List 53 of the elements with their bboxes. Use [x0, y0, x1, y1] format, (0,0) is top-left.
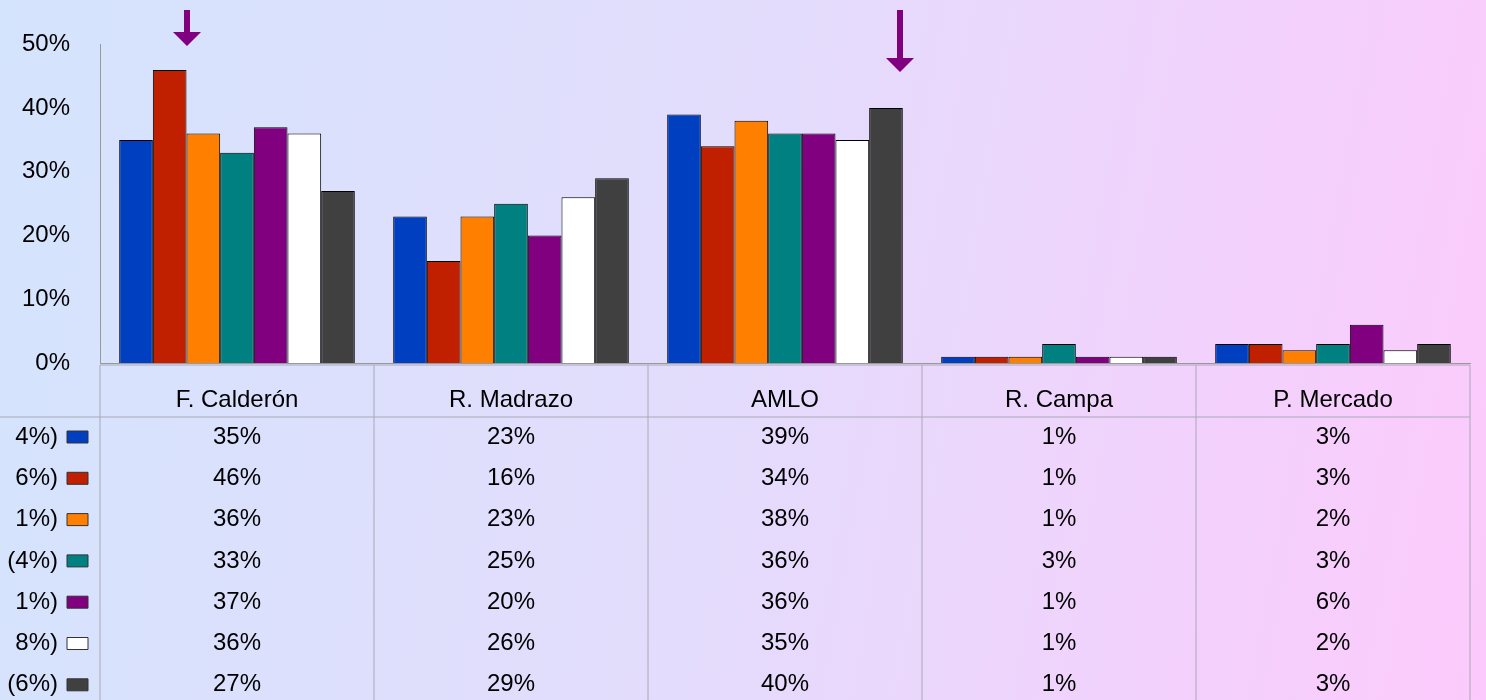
data-label: 35% [760, 628, 810, 656]
data-label: 3% [1315, 421, 1351, 449]
data-label: 16% [486, 462, 536, 490]
data-label: 3% [1315, 669, 1351, 697]
x-tick-label: R. Campa [1004, 384, 1114, 412]
data-label: 34% [760, 462, 810, 490]
data-label: 1% [1041, 669, 1077, 697]
data-label: 40% [760, 669, 810, 697]
legend-label: (4%) [7, 545, 58, 573]
data-label: 46% [212, 462, 262, 490]
y-tick-label: 30% [21, 156, 70, 184]
data-label: 27% [212, 669, 262, 697]
legend-label: 1%) [15, 586, 58, 614]
data-label: 3% [1315, 545, 1351, 573]
y-tick-label: 20% [21, 220, 70, 248]
data-label: 1% [1041, 628, 1077, 656]
legend-label: (6%) [7, 669, 58, 697]
data-label: 6% [1315, 586, 1351, 614]
x-tick-label: F. Calderón [175, 384, 299, 412]
data-label: 26% [486, 628, 536, 656]
data-label: 1% [1041, 586, 1077, 614]
data-label: 33% [212, 545, 262, 573]
legend-label: 1%) [15, 504, 58, 532]
x-tick-label: P. Mercado [1273, 384, 1393, 412]
data-label: 3% [1041, 545, 1077, 573]
y-tick-label: 50% [21, 29, 70, 57]
data-label: 3% [1315, 462, 1351, 490]
data-label: 35% [212, 421, 262, 449]
x-tick-label: AMLO [750, 384, 820, 412]
data-label: 37% [212, 586, 262, 614]
data-label: 36% [760, 586, 810, 614]
data-label: 1% [1041, 462, 1077, 490]
y-tick-label: 0% [35, 347, 70, 375]
data-label: 29% [486, 669, 536, 697]
data-label: 1% [1041, 504, 1077, 532]
data-label: 39% [760, 421, 810, 449]
data-label: 2% [1315, 504, 1351, 532]
legend-label: 8%) [15, 628, 58, 656]
data-label: 23% [486, 504, 536, 532]
legend-label: 6%) [15, 462, 58, 490]
data-label: 38% [760, 504, 810, 532]
data-label: 25% [486, 545, 536, 573]
data-label: 23% [486, 421, 536, 449]
data-label: 1% [1041, 421, 1077, 449]
y-tick-label: 40% [21, 92, 70, 120]
y-tick-label: 10% [21, 283, 70, 311]
data-label: 36% [760, 545, 810, 573]
legend-label: 4%) [15, 421, 58, 449]
data-label: 20% [486, 586, 536, 614]
data-label: 2% [1315, 628, 1351, 656]
data-label: 36% [212, 628, 262, 656]
x-tick-label: R. Madrazo [448, 384, 574, 412]
data-label: 36% [212, 504, 262, 532]
